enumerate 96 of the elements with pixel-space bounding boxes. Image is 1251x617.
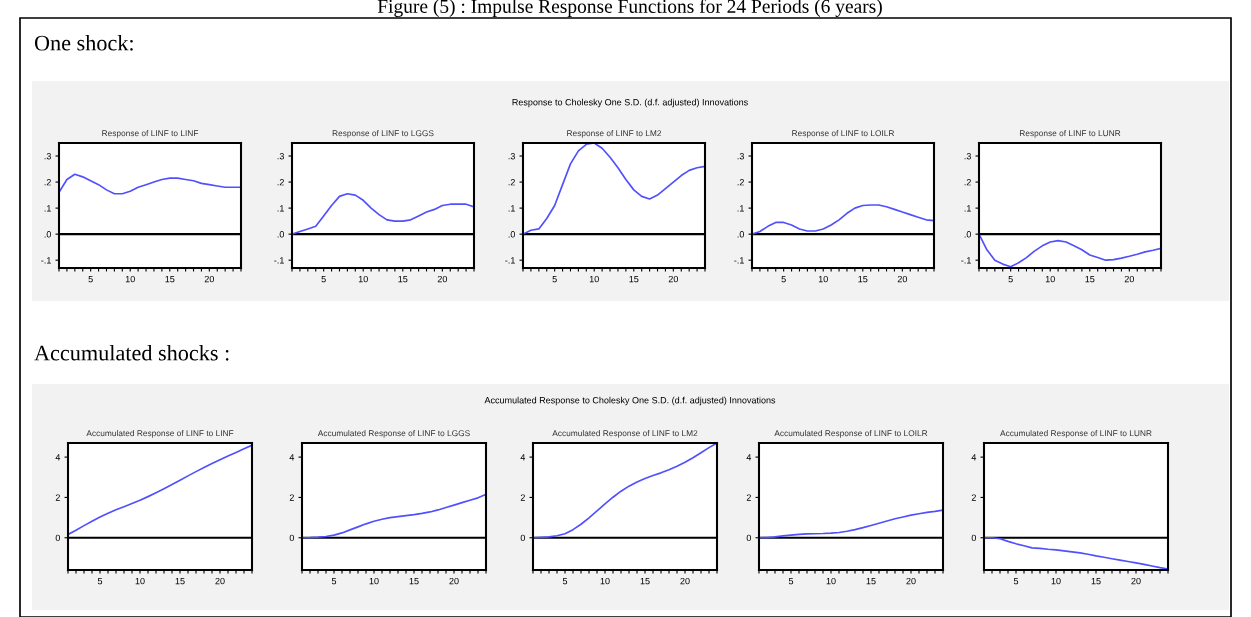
- chart-title: Response of LINF to LINF: [102, 130, 199, 138]
- x-tick-label: 15: [398, 275, 408, 283]
- y-tick-label: .0: [964, 231, 972, 238]
- y-tick-label: .0: [737, 231, 745, 238]
- text: Response to Cholesky One S.D. (d.f. adjusted) Innovations: [512, 98, 748, 108]
- y-tick-label: 2: [55, 494, 60, 501]
- y-tick-label: .2: [737, 179, 744, 186]
- chart-title: Accumulated Response of LINF to LOILR: [774, 430, 928, 438]
- x-tick-label: 20: [668, 275, 679, 283]
- text: One shock:: [34, 34, 133, 51]
- x-tick-label: 20: [437, 275, 448, 283]
- chart-title: Response of LINF to LGGS: [332, 130, 434, 138]
- x-tick-label: 10: [1045, 275, 1055, 283]
- x-tick-label: 10: [818, 275, 828, 283]
- x-tick-label: 5: [562, 577, 568, 585]
- x-tick-label: 5: [321, 275, 326, 283]
- y-tick-label: .0: [277, 231, 285, 238]
- x-tick-label: 20: [204, 275, 215, 283]
- x-tick-label: 10: [125, 275, 135, 283]
- x-tick-label: 20: [680, 577, 690, 585]
- text: Figure (5) : Impulse Response Functions for 24 Periods (6 years): [377, 0, 882, 17]
- y-tick-label: .1: [277, 205, 284, 212]
- y-tick-label: -.1: [41, 257, 51, 264]
- x-tick-label: 5: [1013, 577, 1019, 585]
- x-tick-label: 15: [866, 577, 876, 585]
- y-tick-label: .1: [44, 205, 51, 212]
- y-tick-label: .1: [964, 205, 971, 212]
- x-tick-label: 5: [1008, 275, 1013, 283]
- x-tick-label: 10: [369, 577, 379, 585]
- x-tick-label: 20: [215, 577, 225, 585]
- y-tick-label: -.1: [274, 257, 284, 264]
- y-tick-label: -.1: [505, 257, 515, 264]
- y-tick-label: -.1: [961, 257, 971, 264]
- x-tick-label: 10: [589, 275, 599, 283]
- x-tick-label: 20: [906, 577, 916, 585]
- y-tick-label: 2: [971, 494, 976, 501]
- y-tick-label: 4: [520, 454, 526, 461]
- x-tick-label: 15: [1091, 577, 1101, 585]
- x-tick-label: 15: [858, 275, 868, 283]
- x-tick-label: 10: [826, 577, 836, 585]
- y-tick-label: .2: [508, 179, 515, 186]
- x-tick-label: 5: [781, 275, 786, 283]
- y-tick-label: .3: [964, 152, 971, 160]
- x-tick-label: 10: [600, 577, 610, 585]
- y-tick-label: 4: [55, 454, 61, 461]
- y-tick-label: .1: [737, 205, 744, 212]
- chart-title: Accumulated Response of LINF to LUNR: [1000, 430, 1152, 438]
- y-tick-label: 0: [289, 534, 295, 542]
- x-tick-label: 20: [1131, 577, 1141, 585]
- x-tick-label: 10: [1051, 577, 1061, 585]
- x-tick-label: 15: [1085, 275, 1095, 283]
- x-tick-label: 5: [552, 275, 557, 283]
- x-tick-label: 5: [331, 577, 337, 585]
- x-tick-label: 15: [175, 577, 185, 585]
- x-tick-label: 15: [629, 275, 639, 283]
- y-tick-label: 4: [971, 454, 977, 461]
- text: Accumulated shocks :: [34, 344, 229, 361]
- x-tick-label: 10: [358, 275, 368, 283]
- y-tick-label: -.1: [734, 257, 744, 264]
- x-tick-label: 5: [788, 577, 794, 585]
- y-tick-label: 0: [971, 534, 977, 542]
- y-tick-label: 2: [520, 494, 525, 501]
- y-tick-label: .0: [508, 231, 516, 238]
- y-tick-label: .3: [508, 152, 515, 160]
- chart-title: Accumulated Response of LINF to LINF: [86, 430, 234, 438]
- y-tick-label: 2: [746, 494, 751, 501]
- y-tick-label: .3: [277, 152, 284, 160]
- chart-title: Accumulated Response of LINF to LGGS: [317, 430, 470, 438]
- x-tick-label: 10: [135, 577, 145, 585]
- x-tick-label: 20: [897, 275, 908, 283]
- x-tick-label: 5: [88, 275, 93, 283]
- chart-title: Response of LINF to LOILR: [792, 130, 895, 138]
- chart-title: Accumulated Response of LINF to LM2: [552, 430, 698, 438]
- y-tick-label: .0: [44, 231, 52, 238]
- chart-title: Response of LINF to LUNR: [1019, 130, 1121, 138]
- line-series: [59, 173, 241, 195]
- x-tick-label: 15: [409, 577, 419, 585]
- y-tick-label: 0: [55, 534, 61, 542]
- y-tick-label: .1: [508, 205, 515, 212]
- y-tick-label: .2: [44, 179, 51, 186]
- y-tick-label: .3: [44, 152, 51, 160]
- y-tick-label: .2: [277, 179, 284, 186]
- y-tick-label: .2: [964, 179, 971, 186]
- y-tick-label: 2: [289, 494, 294, 501]
- chart-title: Response of LINF to LM2: [567, 130, 662, 138]
- y-tick-label: 0: [520, 534, 526, 542]
- y-tick-label: 4: [289, 454, 295, 461]
- y-tick-label: 0: [746, 534, 752, 542]
- y-tick-label: 4: [746, 454, 752, 461]
- x-tick-label: 20: [1124, 275, 1135, 283]
- x-tick-label: 15: [165, 275, 175, 283]
- text: Accumulated Response to Cholesky One S.D. (d.f. adjusted) Innovations: [484, 396, 776, 406]
- x-tick-label: 5: [97, 577, 103, 585]
- x-tick-label: 15: [640, 577, 650, 585]
- y-tick-label: .3: [737, 152, 744, 160]
- x-tick-label: 20: [449, 577, 459, 585]
